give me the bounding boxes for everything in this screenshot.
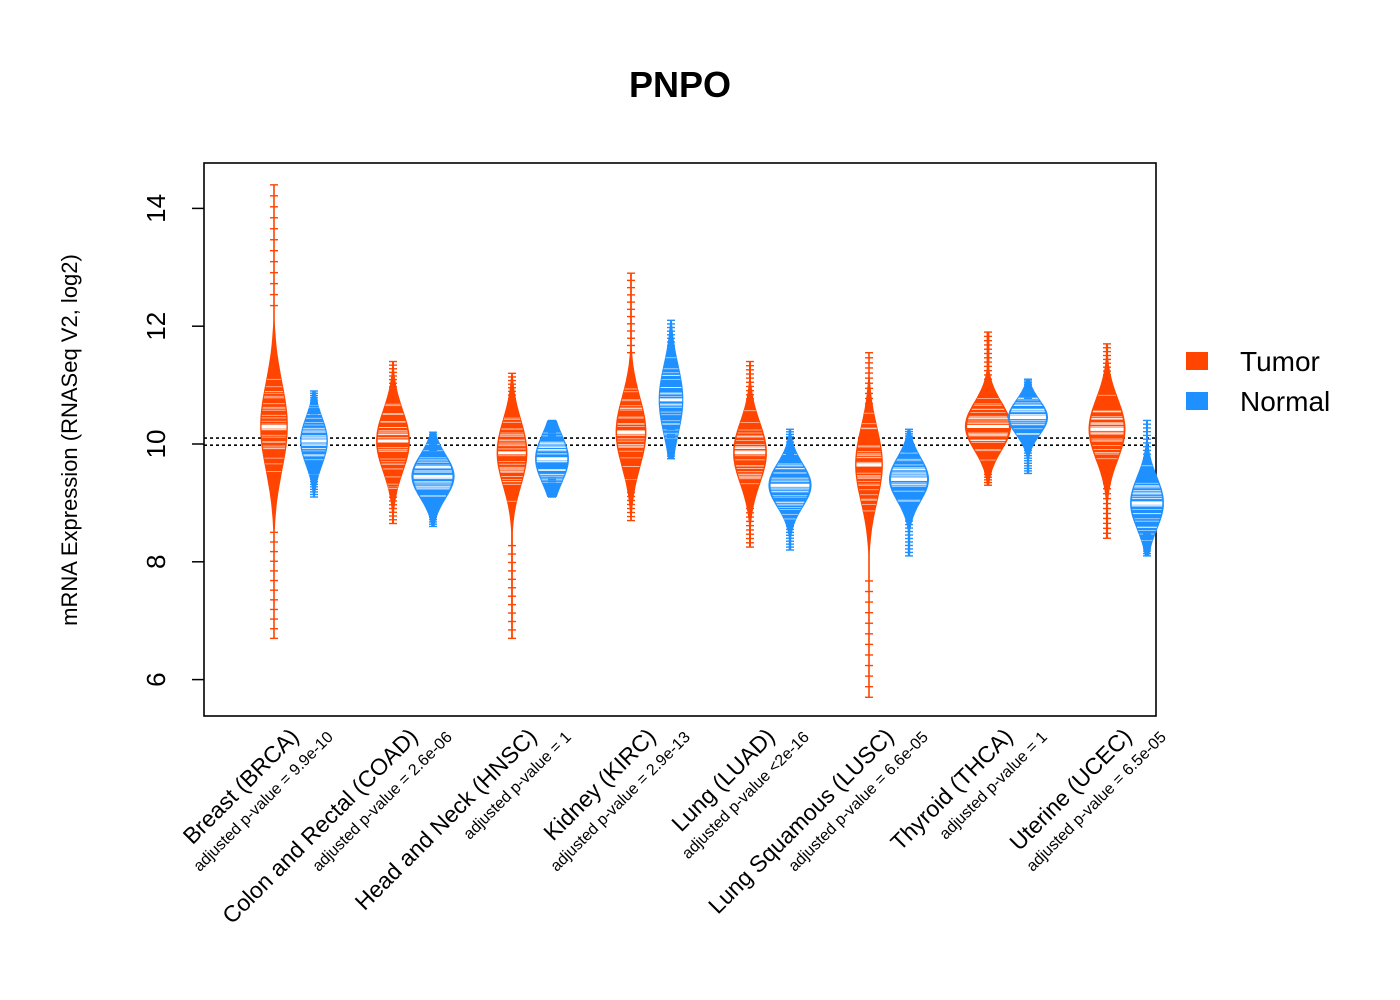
- violin-body-tumor: [964, 332, 1012, 486]
- violin-body-normal: [889, 429, 929, 556]
- y-axis-label: mRNA Expression (RNASeq V2, log2): [57, 254, 82, 626]
- violin-body-tumor: [855, 352, 883, 698]
- violin-normal: [889, 428, 929, 557]
- violin-tumor: [260, 184, 288, 640]
- violin-normal: [768, 428, 812, 551]
- violin-body-normal: [411, 432, 455, 527]
- violin-normal: [1008, 378, 1048, 475]
- y-tick-label: 10: [141, 430, 171, 459]
- violin-normal: [1130, 419, 1164, 557]
- y-tick-label: 8: [141, 555, 171, 569]
- y-tick-label: 14: [141, 194, 171, 223]
- legend-swatch-normal: [1186, 392, 1208, 410]
- violin-normal: [300, 390, 328, 498]
- violin-tumor: [1088, 343, 1126, 539]
- violin-tumor: [376, 360, 410, 525]
- y-tick-label: 6: [141, 672, 171, 686]
- chart-title: PNPO: [629, 64, 731, 105]
- violin-normal: [658, 319, 684, 460]
- legend-label-normal: Normal: [1240, 386, 1330, 417]
- legend: Tumor Normal: [1186, 346, 1330, 417]
- violin-tumor: [733, 360, 767, 548]
- legend-swatch-tumor: [1186, 352, 1208, 370]
- violin-body-tumor: [260, 184, 288, 639]
- violin-tumor: [615, 272, 647, 522]
- violin-tumor: [855, 352, 883, 698]
- legend-label-tumor: Tumor: [1240, 346, 1320, 377]
- violin-body-tumor: [615, 273, 647, 521]
- plot-frame: [203, 162, 1157, 717]
- violin-normal: [411, 431, 455, 528]
- violin-tumor: [964, 331, 1012, 486]
- violin-normal: [535, 419, 569, 498]
- violin-tumor: [496, 372, 528, 640]
- y-tick-label: 12: [141, 312, 171, 341]
